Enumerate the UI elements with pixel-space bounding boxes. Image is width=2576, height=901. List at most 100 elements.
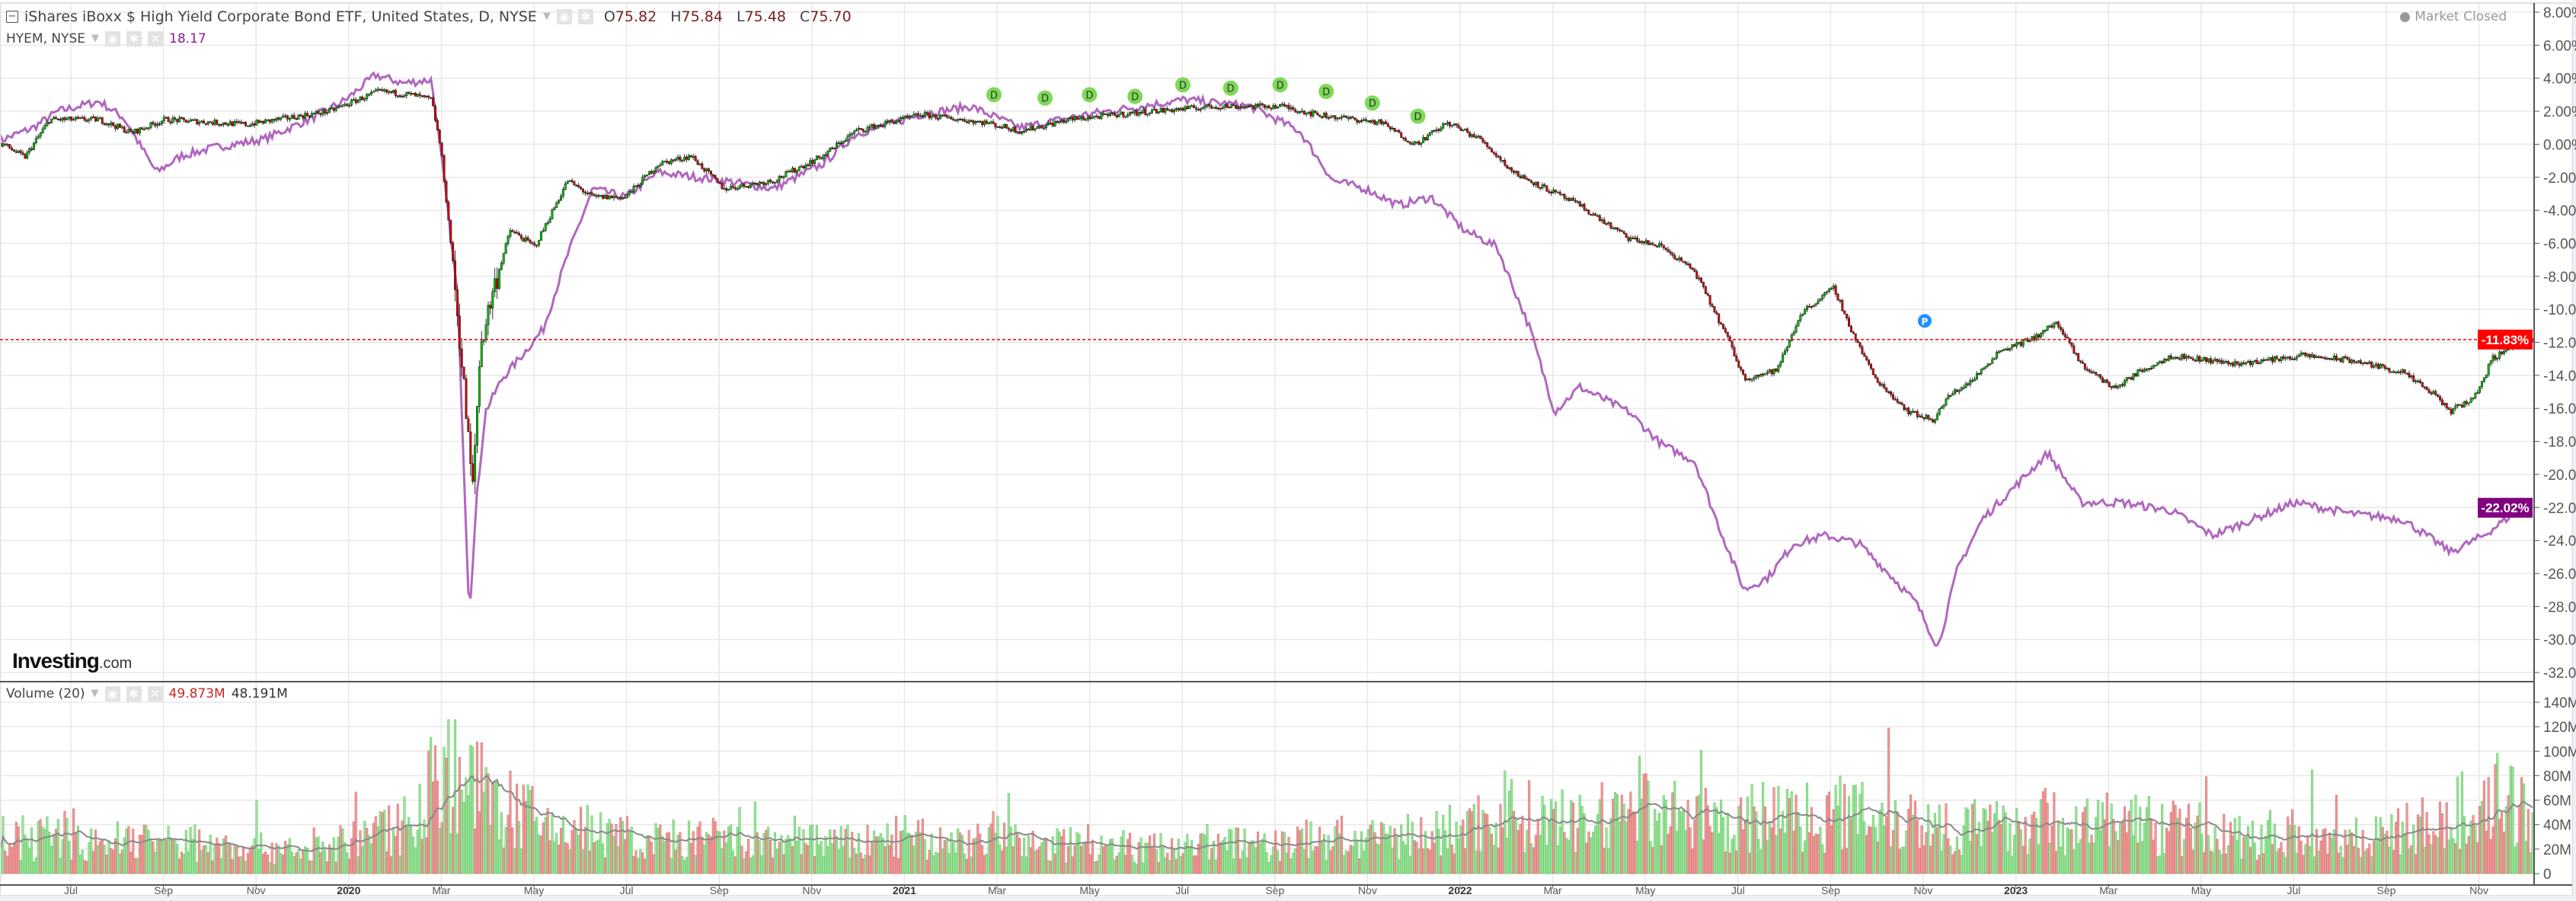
dividend-marker-label: D bbox=[1131, 92, 1139, 104]
logo-suffix: .com bbox=[98, 655, 133, 672]
candle-up bbox=[2097, 374, 2100, 376]
volume-bar bbox=[396, 804, 399, 874]
candle-down bbox=[2383, 365, 2386, 369]
volume-bar bbox=[641, 851, 644, 874]
candle-down bbox=[443, 155, 446, 182]
candle-down bbox=[1863, 353, 1866, 357]
time-axis-label: Sep bbox=[1821, 884, 1840, 896]
volume-bar bbox=[1296, 826, 1299, 874]
volume-value: 49.873M bbox=[168, 686, 225, 701]
gear-icon[interactable]: ✱ bbox=[126, 686, 142, 701]
candle-down bbox=[2430, 392, 2433, 395]
volume-bar bbox=[1314, 846, 1317, 874]
volume-bar bbox=[1175, 858, 1178, 874]
candle-up bbox=[1788, 340, 1791, 347]
gear-icon[interactable]: ✱ bbox=[126, 31, 142, 46]
candle-up bbox=[1785, 347, 1788, 351]
volume-bar bbox=[2026, 854, 2029, 874]
candle-down bbox=[1532, 182, 1535, 186]
candle-down bbox=[1574, 200, 1577, 203]
candle-up bbox=[2280, 356, 2283, 361]
volume-bar bbox=[2430, 844, 2433, 874]
candle-up bbox=[1772, 368, 1775, 375]
volume-bar bbox=[829, 829, 832, 874]
volume-bar bbox=[1940, 850, 1943, 874]
volume-bar bbox=[162, 839, 165, 874]
volume-bar bbox=[1430, 831, 1433, 874]
candle-up bbox=[2156, 362, 2159, 366]
price-axis-labels[interactable]: 8.00%6.00%4.00%2.00%0.00%-2.00%-4.00%-6.… bbox=[2534, 5, 2576, 682]
volume-bar bbox=[1548, 820, 1551, 874]
eye-icon[interactable]: ◉ bbox=[105, 31, 121, 46]
volume-bar bbox=[2479, 806, 2482, 874]
volume-bar bbox=[1386, 834, 1389, 874]
volume-title[interactable]: Volume (20) bbox=[6, 686, 85, 701]
candle-up bbox=[26, 152, 29, 159]
volume-bar bbox=[795, 840, 798, 874]
candle-up bbox=[751, 183, 754, 185]
collapse-legend-icon[interactable]: − bbox=[6, 11, 18, 23]
volume-bar bbox=[2504, 806, 2507, 874]
volume-bar bbox=[1446, 848, 1449, 874]
candle-up bbox=[2223, 361, 2226, 364]
time-axis-labels[interactable]: Jul Sep Nov 2020 Mar May Jul Sep Nov 2021 Mar May Ju… bbox=[64, 884, 2488, 896]
volume-bar bbox=[1508, 791, 1511, 874]
candle-up bbox=[2502, 350, 2505, 354]
candle-up bbox=[246, 125, 249, 127]
volume-bar bbox=[2401, 821, 2404, 874]
close-icon[interactable]: ✕ bbox=[148, 31, 164, 46]
volume-bar bbox=[1558, 826, 1561, 874]
candle-up bbox=[1120, 111, 1123, 115]
volume-bar bbox=[1521, 816, 1524, 874]
volume-bar bbox=[1044, 839, 1048, 874]
volume-bar bbox=[262, 853, 265, 874]
candle-up bbox=[1795, 325, 1798, 333]
candle-down bbox=[1506, 165, 1509, 168]
volume-bar bbox=[1656, 820, 1659, 874]
volume-bar bbox=[1995, 801, 1999, 874]
candle-up bbox=[2443, 403, 2446, 405]
volume-bar bbox=[1938, 804, 1941, 874]
eye-icon[interactable]: ◉ bbox=[556, 9, 572, 24]
volume-bar bbox=[304, 846, 307, 874]
price-axis-label: -16.00% bbox=[2543, 401, 2576, 417]
volume-bar bbox=[372, 823, 375, 874]
volume-bar bbox=[2412, 824, 2415, 874]
candle-down bbox=[2425, 386, 2428, 390]
chevron-down-icon[interactable]: ▼ bbox=[542, 11, 551, 22]
volume-bar bbox=[2309, 846, 2312, 874]
volume-bar bbox=[2339, 845, 2342, 874]
gear-icon[interactable]: ✱ bbox=[577, 9, 593, 24]
volume-bar bbox=[903, 815, 906, 874]
candle-up bbox=[2125, 377, 2128, 381]
main-series-title[interactable]: iShares iBoxx $ High Yield Corporate Bon… bbox=[24, 8, 537, 25]
volume-bar bbox=[1849, 819, 1852, 874]
volume-bar bbox=[2425, 811, 2428, 874]
candle-down bbox=[1667, 249, 1670, 252]
volume-bar bbox=[432, 781, 435, 874]
eye-icon[interactable]: ◉ bbox=[104, 686, 120, 701]
candle-up bbox=[930, 115, 933, 119]
candle-down bbox=[1885, 388, 1888, 392]
volume-bar bbox=[1122, 830, 1125, 874]
compare-series-title[interactable]: HYEM, NYSE bbox=[6, 31, 86, 46]
candle-up bbox=[2196, 356, 2199, 362]
volume-bar bbox=[1891, 829, 1894, 874]
chevron-down-icon[interactable]: ▼ bbox=[91, 688, 99, 699]
dividend-marker bbox=[1175, 77, 1191, 93]
candle-up bbox=[692, 155, 695, 158]
candle-down bbox=[1171, 109, 1174, 113]
volume-bar bbox=[1490, 833, 1493, 874]
candle-down bbox=[1027, 129, 1030, 131]
dividend-marker bbox=[1127, 88, 1143, 104]
close-icon[interactable]: ✕ bbox=[147, 686, 163, 701]
chevron-down-icon[interactable]: ▼ bbox=[91, 33, 100, 44]
volume-bar bbox=[1664, 799, 1667, 874]
volume-bar bbox=[1360, 831, 1363, 874]
candle-down bbox=[2423, 386, 2426, 388]
volume-bar bbox=[1040, 842, 1044, 874]
candle-down bbox=[2050, 325, 2053, 328]
volume-bar bbox=[1616, 794, 1619, 874]
